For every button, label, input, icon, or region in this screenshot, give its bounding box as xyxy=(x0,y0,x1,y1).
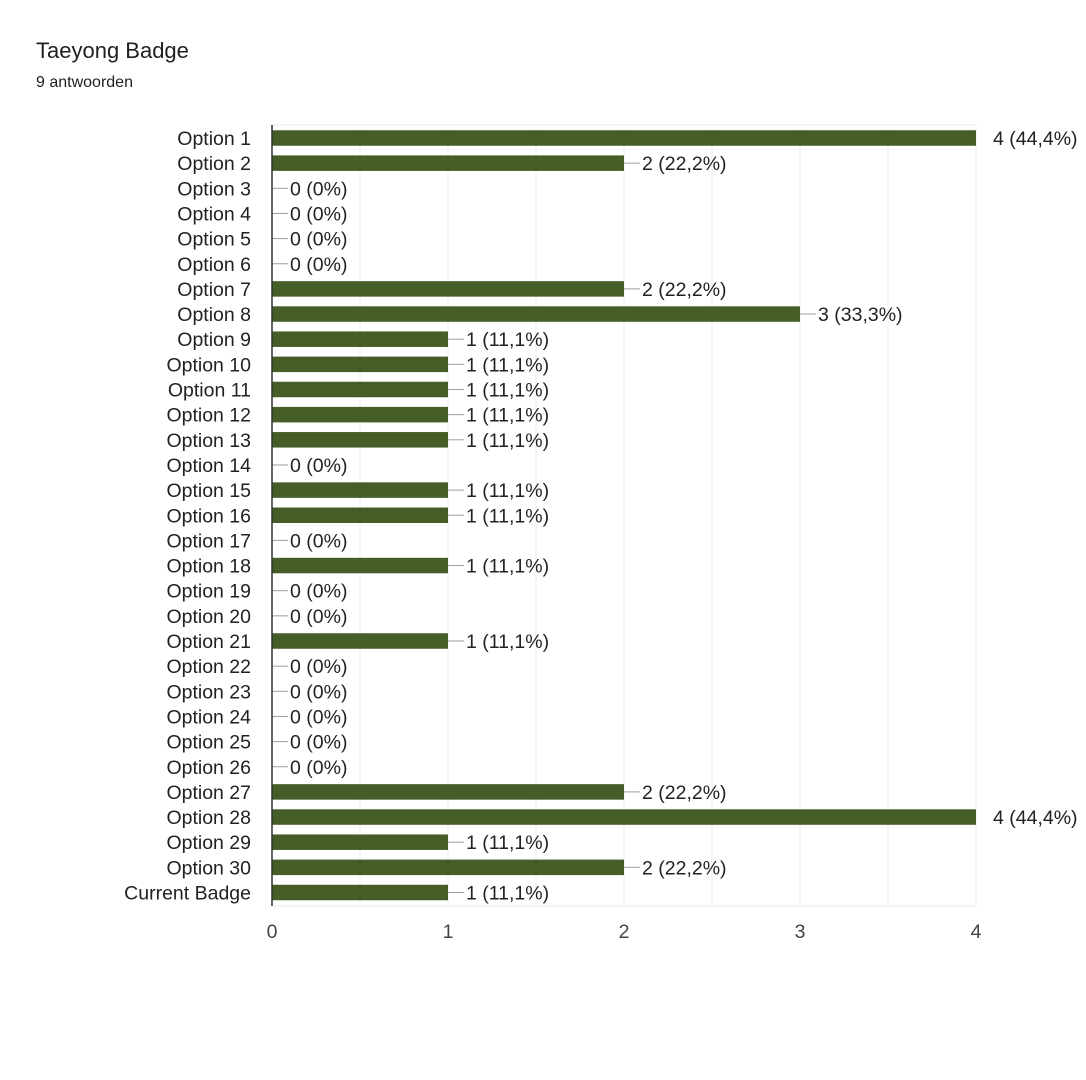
data-label: 2 (22,2%) xyxy=(642,782,727,804)
data-label: 2 (22,2%) xyxy=(642,153,727,175)
data-label: 0 (0%) xyxy=(290,203,347,225)
response-count: 9 antwoorden xyxy=(36,74,133,91)
category-label: Option 9 xyxy=(177,329,251,351)
category-label: Option 26 xyxy=(166,757,251,779)
data-label: 1 (11,1%) xyxy=(466,354,549,376)
category-label: Option 12 xyxy=(166,405,251,427)
bar xyxy=(272,406,448,423)
bar xyxy=(272,482,448,498)
category-label: Option 24 xyxy=(166,706,251,728)
category-label: Option 20 xyxy=(166,606,251,628)
x-tick-label: 4 xyxy=(971,921,982,943)
data-label: 1 (11,1%) xyxy=(466,380,549,402)
category-label: Option 6 xyxy=(177,254,251,276)
bars xyxy=(272,130,976,901)
data-label: 3 (33,3%) xyxy=(818,304,903,326)
data-label: 0 (0%) xyxy=(290,530,347,552)
category-label: Option 23 xyxy=(166,681,251,703)
category-label: Option 22 xyxy=(166,656,251,678)
category-label: Option 3 xyxy=(177,178,251,200)
bar xyxy=(272,381,448,398)
bar xyxy=(272,130,976,146)
bar xyxy=(272,784,624,800)
category-label: Option 2 xyxy=(177,153,251,175)
data-label: 0 (0%) xyxy=(290,254,347,276)
category-label: Option 28 xyxy=(166,807,251,829)
data-label: 1 (11,1%) xyxy=(466,832,549,854)
data-label: 0 (0%) xyxy=(290,606,347,628)
data-label: 0 (0%) xyxy=(290,581,347,603)
x-tick-label: 3 xyxy=(795,921,806,943)
data-label: 1 (11,1%) xyxy=(466,556,549,578)
category-label: Option 10 xyxy=(166,354,251,376)
category-label: Option 14 xyxy=(166,455,251,477)
bar xyxy=(272,432,448,448)
bar xyxy=(272,155,624,171)
data-label: 2 (22,2%) xyxy=(642,279,727,301)
data-label: 1 (11,1%) xyxy=(466,505,549,527)
data-label: 0 (0%) xyxy=(290,706,347,728)
data-label: 1 (11,1%) xyxy=(466,883,549,905)
data-label: 0 (0%) xyxy=(290,681,347,703)
data-label: 0 (0%) xyxy=(290,732,347,754)
category-labels: Option 1 Option 2 Option 3 Option 4 Option 5… xyxy=(124,128,251,905)
bar xyxy=(272,356,448,373)
x-tick-label: 2 xyxy=(619,921,630,943)
chart-title: Taeyong Badge xyxy=(36,38,189,63)
category-label: Option 4 xyxy=(177,203,251,225)
data-label: 0 (0%) xyxy=(290,757,347,779)
bar xyxy=(272,859,624,876)
category-label: Option 19 xyxy=(166,581,251,603)
category-label: Option 7 xyxy=(177,279,251,301)
category-label: Option 25 xyxy=(166,732,251,754)
data-label: 4 (44,4%) xyxy=(993,128,1078,150)
data-label: 2 (22,2%) xyxy=(642,857,727,879)
data-label: 0 (0%) xyxy=(290,229,347,251)
bar xyxy=(272,834,448,850)
data-label: 0 (0%) xyxy=(290,178,347,200)
category-label: Option 5 xyxy=(177,229,251,251)
bar xyxy=(272,809,976,825)
bar xyxy=(272,331,448,347)
data-label: 1 (11,1%) xyxy=(466,430,549,452)
x-tick-label: 0 xyxy=(267,921,278,943)
category-label: Option 8 xyxy=(177,304,251,326)
category-label: Option 27 xyxy=(166,782,251,804)
category-label: Option 29 xyxy=(166,832,251,854)
x-tick-label: 1 xyxy=(443,921,454,943)
bar xyxy=(272,306,800,322)
category-label: Option 18 xyxy=(166,556,251,578)
data-label: 1 (11,1%) xyxy=(466,631,549,653)
bar xyxy=(272,507,448,523)
category-label: Option 17 xyxy=(166,530,251,552)
data-label: 1 (11,1%) xyxy=(466,329,549,351)
category-label: Option 1 xyxy=(177,128,251,150)
data-label: 1 (11,1%) xyxy=(466,480,549,502)
bar xyxy=(272,281,624,297)
axes: 0 1 2 3 4 xyxy=(267,125,982,943)
category-label: Option 15 xyxy=(166,480,251,502)
category-label: Option 16 xyxy=(166,505,251,527)
category-label: Option 13 xyxy=(166,430,251,452)
category-label: Option 30 xyxy=(166,857,251,879)
data-label: 4 (44,4%) xyxy=(993,807,1078,829)
data-label: 0 (0%) xyxy=(290,656,347,678)
data-label: 0 (0%) xyxy=(290,455,347,477)
bar xyxy=(272,884,448,901)
category-label: Option 21 xyxy=(166,631,251,653)
data-labels: 4 (44,4%) 2 (22,2%) 0 (0%) 0 (0%) 0 (0%) 0 (0… xyxy=(272,128,1078,905)
category-label: Current Badge xyxy=(124,883,251,905)
bar xyxy=(272,633,448,649)
category-label: Option 11 xyxy=(168,380,251,402)
data-label: 1 (11,1%) xyxy=(466,405,549,427)
bar xyxy=(272,557,448,574)
